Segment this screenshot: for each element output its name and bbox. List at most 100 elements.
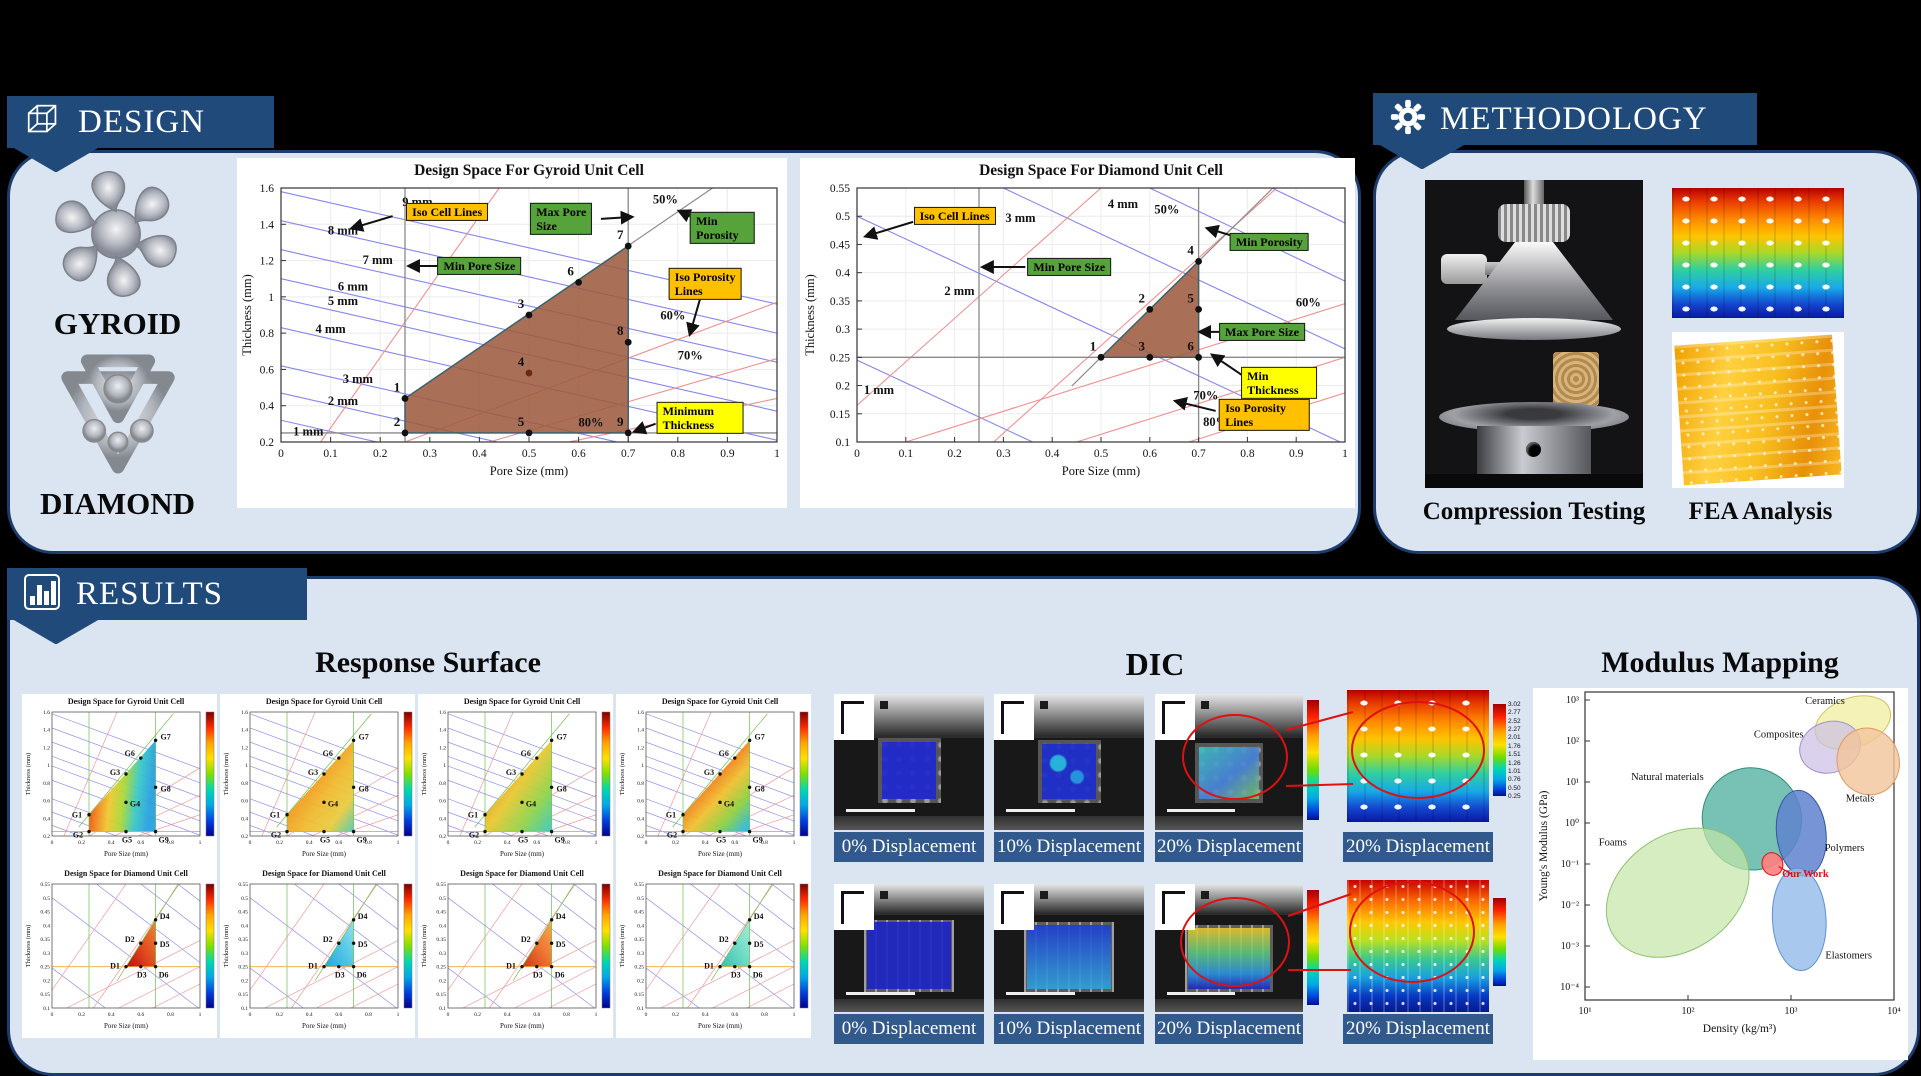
svg-text:0.15: 0.15: [40, 992, 50, 998]
response-surface-gyroid-plot-2: Design Space for Gyroid Unit Cell 1.6 1.4 1…: [220, 694, 415, 866]
design-point-label: 3: [1139, 338, 1146, 353]
svg-text:1.6: 1.6: [637, 710, 644, 716]
mini-chart-svg: Design Space for Diamond Unit Cell 0.55 0.…: [619, 869, 809, 1030]
dic-caption: 20% Displacement: [1155, 1014, 1303, 1044]
gyroid_design-svg: 0 0.1 0.2 0.3 0.4 0.5 0.6 0.7 0.8 0.9 1 0.2 0.4 0.6 0.…: [240, 162, 780, 478]
material-label: Metals: [1846, 794, 1875, 805]
svg-text:0.2: 0.2: [439, 978, 446, 984]
svg-text:0.1: 0.1: [899, 448, 914, 460]
svg-text:0.35: 0.35: [436, 937, 446, 943]
svg-text:1: 1: [793, 840, 796, 846]
corner-marker: [994, 884, 1034, 930]
svg-text:G6: G6: [125, 749, 135, 758]
response-surface-gyroid-plot-1: Design Space for Gyroid Unit Cell 1.6 1.4 1…: [22, 694, 226, 866]
marker-chip: [1040, 701, 1048, 709]
mini-chart-svg: Design Space for Diamond Unit Cell 0.55 0.…: [223, 869, 413, 1030]
svg-text:0.7: 0.7: [621, 448, 636, 460]
iso-cell-label: 1 mm: [864, 383, 895, 397]
porosity-label: 70%: [1193, 389, 1218, 403]
svg-text:0.6: 0.6: [1143, 448, 1158, 460]
mini-chart-title: Design Space for Diamond Unit Cell: [64, 869, 188, 878]
design-point-label: 1: [394, 379, 401, 394]
svg-text:0.1: 0.1: [836, 437, 851, 449]
fea-colorbar-value: 3.02: [1508, 701, 1521, 708]
svg-text:0.35: 0.35: [238, 937, 248, 943]
svg-text:0.2: 0.2: [373, 448, 388, 460]
svg-text:0.4: 0.4: [43, 816, 50, 822]
svg-text:0.8: 0.8: [260, 328, 275, 340]
svg-text:0.6: 0.6: [137, 1012, 144, 1018]
iso-cell-label: 3 mm: [1005, 211, 1036, 225]
svg-text:1.2: 1.2: [439, 745, 446, 751]
svg-text:0.3: 0.3: [423, 448, 438, 460]
svg-text:1.4: 1.4: [241, 728, 248, 734]
svg-text:0.4: 0.4: [702, 1012, 709, 1018]
svg-text:0.45: 0.45: [436, 910, 446, 916]
scale-bar: [1166, 809, 1235, 813]
svg-text:0.25: 0.25: [436, 965, 446, 971]
load-frame-collar: [1498, 204, 1570, 242]
svg-text:0.5: 0.5: [836, 211, 851, 223]
svg-text:1: 1: [1342, 448, 1348, 460]
svg-text:0.4: 0.4: [702, 840, 709, 846]
svg-text:D5: D5: [358, 940, 368, 949]
svg-text:0.6: 0.6: [571, 448, 586, 460]
svg-text:G1: G1: [72, 811, 82, 820]
machine-base: [1425, 474, 1643, 488]
design-point: [401, 429, 409, 437]
svg-text:0.8: 0.8: [167, 840, 174, 846]
svg-text:0.4: 0.4: [43, 923, 50, 929]
porosity-label: 60%: [1296, 296, 1321, 310]
design-point: [1097, 353, 1105, 361]
svg-text:1: 1: [774, 448, 780, 460]
svg-text:0.9: 0.9: [1289, 448, 1304, 460]
gyroid-unit-cell-image: [40, 166, 192, 302]
x-axis-label: Density (kg/m³): [1703, 1023, 1777, 1035]
svg-text:0.55: 0.55: [830, 183, 850, 195]
svg-text:10⁻⁴: 10⁻⁴: [1560, 982, 1579, 993]
scale-bar: [1006, 809, 1075, 813]
platen: [1155, 999, 1303, 1012]
svg-text:0.3: 0.3: [996, 448, 1011, 460]
mini-chart-title: Design Space for Gyroid Unit Cell: [68, 697, 185, 706]
svg-text:D5: D5: [556, 940, 566, 949]
svg-text:0.55: 0.55: [40, 882, 50, 888]
y-axis-label: Young's Modulus (GPa): [1538, 790, 1550, 901]
svg-text:1.2: 1.2: [241, 745, 248, 751]
svg-text:1: 1: [199, 1012, 202, 1018]
svg-text:0.8: 0.8: [637, 781, 644, 787]
svg-text:1: 1: [397, 840, 400, 846]
svg-text:0.8: 0.8: [167, 1012, 174, 1018]
svg-text:D4: D4: [160, 912, 170, 921]
svg-text:Pore Size (mm): Pore Size (mm): [500, 1022, 545, 1030]
svg-text:G3: G3: [506, 768, 516, 777]
iso-cell-label: 4 mm: [315, 322, 346, 336]
svg-text:D6: D6: [555, 971, 565, 980]
svg-text:0.6: 0.6: [137, 840, 144, 846]
svg-text:0: 0: [249, 1012, 252, 1018]
design-point: [1195, 353, 1202, 361]
fea-colorbar-value: 2.01: [1508, 734, 1521, 742]
svg-text:0.1: 0.1: [637, 1006, 644, 1012]
svg-text:0.25: 0.25: [634, 965, 644, 971]
methodology-header-banner: METHODOLOGY: [1373, 93, 1757, 145]
design-point-label: 9: [617, 414, 624, 429]
svg-text:0.45: 0.45: [830, 239, 850, 251]
annotation-box: Minimum Thickness: [656, 401, 744, 434]
dic-caption: 20% Displacement: [1343, 1014, 1493, 1044]
lattice-specimen: [1553, 352, 1599, 406]
fea-colorbar-ticks: 3.02 2.77 2.52 2.27 2.01 1.76 1.51 1.26 1.01 0.76…: [1508, 701, 1534, 800]
svg-text:10²: 10²: [1682, 1006, 1695, 1017]
svg-text:0.5: 0.5: [1094, 448, 1109, 460]
adjustment-knob: [1441, 254, 1487, 284]
mini-chart-title: Design Space for Diamond Unit Cell: [460, 869, 584, 878]
scale-bar: [846, 809, 915, 813]
modulus-mapping-chart: 10³ 10² 10¹ 10⁰ 10⁻¹ 10⁻² 10⁻³ 10⁻⁴ 10¹ 10² 10³ 10⁴…: [1533, 688, 1908, 1060]
svg-text:0.2: 0.2: [637, 978, 644, 984]
svg-text:0: 0: [51, 840, 54, 846]
y-axis-label: Thickness (mm): [240, 274, 254, 356]
dic-strain-overlay: [867, 922, 951, 989]
dic-colorbar: [1307, 890, 1319, 1005]
iso-cell-label: 3 mm: [343, 372, 374, 386]
